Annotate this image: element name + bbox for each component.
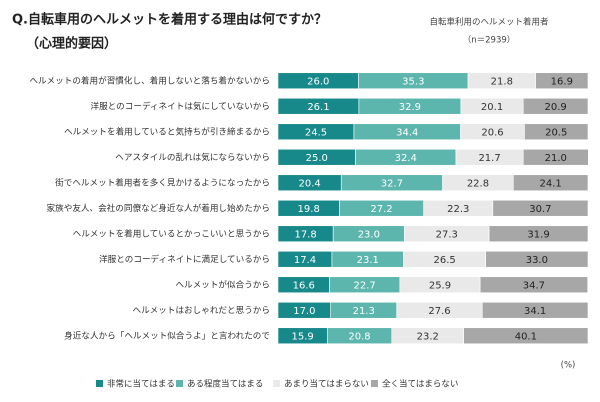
value-label: 21.8 (491, 76, 513, 87)
sample-size: （n＝2939） (463, 35, 516, 46)
value-label: 17.4 (294, 255, 316, 266)
value-label: 25.0 (306, 153, 328, 164)
value-label: 20.1 (481, 102, 503, 113)
value-label: 27.3 (436, 229, 458, 240)
value-label: 17.8 (294, 229, 316, 240)
category-label: ヘルメットを着用しているとかっこいいと思うから (73, 227, 270, 239)
category-label: 街でヘルメット着用者を多く見かけるようになったから (55, 176, 270, 188)
bar-segment (463, 327, 589, 345)
category-label: 家族や友人、会社の同僚など身近な人が着用し始めたから (47, 202, 270, 214)
value-label: 27.2 (370, 204, 392, 215)
value-label: 24.1 (540, 178, 562, 189)
value-label: 23.2 (417, 331, 439, 342)
value-label: 21.7 (478, 153, 500, 164)
value-label: 30.7 (529, 204, 551, 215)
bar-segment (485, 250, 589, 268)
value-label: 26.5 (433, 255, 455, 266)
legend-swatch (371, 380, 378, 387)
value-label: 32.7 (381, 178, 403, 189)
value-label: 40.1 (515, 331, 537, 342)
legend-label: あまり当てはまらない (284, 379, 369, 390)
chart-title: Q.自転車用のヘルメットを着用する理由は何ですか？ (12, 12, 327, 28)
bar-segment (522, 97, 589, 115)
legend-swatch (273, 380, 280, 387)
category-label: ヘルメットはおしゃれだと思うから (132, 305, 270, 316)
category-label: 洋服とのコーディネイトに満足しているから (99, 253, 270, 265)
legend-swatch (96, 380, 103, 387)
value-label: 22.3 (447, 204, 469, 215)
bar-segment (488, 225, 589, 243)
legend-label: 全く当てはまらない (382, 379, 458, 390)
value-label: 24.5 (305, 127, 327, 138)
legend-swatch (176, 380, 183, 387)
value-label: 20.9 (544, 102, 566, 113)
value-label: 22.8 (467, 178, 489, 189)
value-label: 21.3 (353, 306, 375, 317)
value-label: 16.6 (293, 280, 315, 291)
population-note: 自転車利用のヘルメット着用者 (429, 17, 549, 28)
value-label: 20.5 (545, 127, 567, 138)
value-label: 26.1 (307, 102, 329, 113)
value-label: 33.0 (526, 255, 548, 266)
unit-label: (%) (561, 361, 576, 371)
bar-segment (512, 174, 589, 192)
value-label: 31.9 (527, 229, 549, 240)
value-label: 19.8 (298, 204, 320, 215)
value-label: 23.0 (358, 229, 380, 240)
bar-segment (522, 148, 589, 166)
value-label: 21.0 (545, 153, 567, 164)
bar-segment (524, 123, 589, 141)
value-label: 23.1 (357, 255, 379, 266)
chart-subtitle: （心理的要因） (26, 36, 117, 52)
bar-segment (481, 301, 589, 319)
bar-segment (479, 276, 588, 294)
legend-label: 非常に当てはまる (107, 379, 175, 390)
value-label: 34.7 (523, 280, 545, 291)
bar-segment (492, 199, 589, 217)
value-label: 27.6 (428, 306, 450, 317)
category-label: ヘアスタイルの乱れは気にならないから (115, 151, 270, 163)
value-label: 25.9 (429, 280, 451, 291)
value-label: 32.9 (399, 102, 421, 113)
category-label: ヘルメットの着用が習慣化し、着用しないと落ち着かないから (29, 74, 270, 86)
value-label: 34.4 (396, 127, 418, 138)
value-label: 16.9 (551, 76, 573, 87)
category-label: 洋服とのコーディネイトは気にしていないから (90, 100, 270, 112)
value-label: 15.9 (292, 331, 314, 342)
value-label: 20.4 (298, 178, 320, 189)
value-label: 35.3 (402, 76, 424, 87)
value-label: 20.6 (481, 127, 503, 138)
legend-label: ある程度当てはまる (187, 379, 263, 390)
value-label: 32.4 (395, 153, 417, 164)
value-label: 34.1 (524, 306, 546, 317)
bar-segment (535, 72, 589, 90)
value-label: 17.0 (293, 306, 315, 317)
category-label: ヘルメットが似合うから (175, 278, 270, 290)
value-label: 26.0 (307, 76, 329, 87)
category-label: ヘルメットを着用していると気持ちが引き締まるから (64, 125, 270, 137)
value-label: 20.8 (348, 331, 370, 342)
category-label: 身近な人から「ヘルメット似合うよ」と言われたので (64, 329, 270, 341)
value-label: 22.7 (354, 280, 376, 291)
